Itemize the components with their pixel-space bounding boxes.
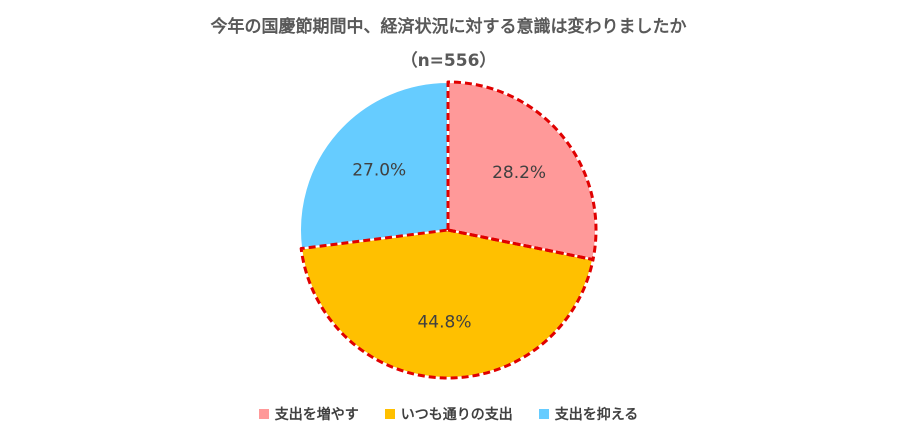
- highlight-outline-increase: [446, 80, 598, 262]
- legend-item-reduce: 支出を抑える: [538, 404, 639, 424]
- legend-swatch-reduce: [538, 409, 549, 419]
- legend-label-usual: いつも通りの支出: [400, 407, 513, 423]
- legend: 支出を増やす いつも通りの支出 支出を抑える: [0, 404, 897, 424]
- legend-item-increase: 支出を増やす: [258, 404, 359, 424]
- legend-label-reduce: 支出を抑える: [554, 407, 639, 423]
- legend-swatch-increase: [258, 409, 269, 419]
- legend-label-increase: 支出を増やす: [274, 407, 359, 423]
- pie-slice-usual: [300, 228, 595, 379]
- chart-title: 今年の国慶節期間中、経済状況に対する意識は変わりましたか: [210, 17, 687, 37]
- data-label-usual: 44.8%: [417, 313, 471, 333]
- highlight-outline-usual: [299, 228, 595, 380]
- legend-swatch-usual: [384, 409, 395, 419]
- pie-slice-reduce: [299, 80, 449, 250]
- data-label-increase: 28.2%: [492, 163, 546, 183]
- chart-subtitle: （n=556）: [400, 51, 497, 71]
- data-label-reduce: 27.0%: [352, 160, 406, 180]
- legend-item-usual: いつも通りの支出: [384, 404, 513, 424]
